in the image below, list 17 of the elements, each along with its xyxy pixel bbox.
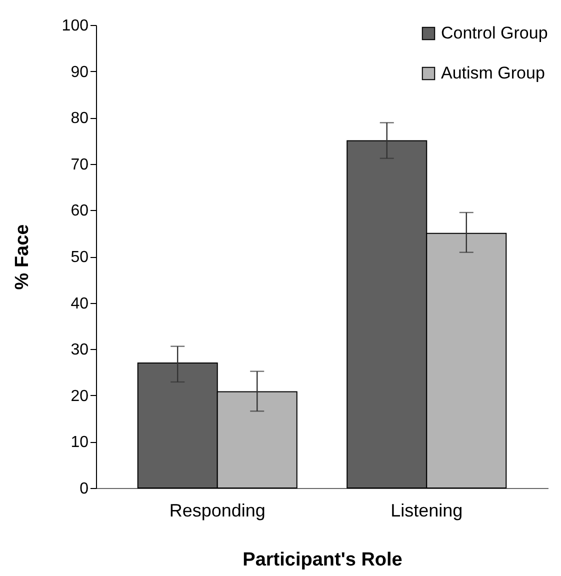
- y-tick-label: 70: [70, 156, 89, 174]
- y-tick-label: 100: [62, 18, 89, 34]
- y-tick-label: 50: [70, 249, 89, 266]
- y-tick-label: 40: [70, 295, 89, 312]
- x-tick-label: Listening: [390, 500, 463, 520]
- y-tick-label: 80: [70, 110, 89, 128]
- y-tick-label: 60: [70, 202, 89, 220]
- y-axis-title: % Face: [12, 224, 33, 290]
- y-tick-label: 20: [70, 388, 89, 405]
- x-axis-title: Participant's Role: [242, 550, 402, 570]
- x-tick-label: Responding: [169, 500, 266, 520]
- legend-label: Control Group: [441, 24, 548, 42]
- y-tick-label: 0: [80, 480, 89, 498]
- y-tick-label: 90: [70, 64, 89, 81]
- y-tick-label: 10: [70, 434, 89, 452]
- y-tick-label: 30: [70, 342, 89, 359]
- legend-label: Autism Group: [441, 64, 545, 82]
